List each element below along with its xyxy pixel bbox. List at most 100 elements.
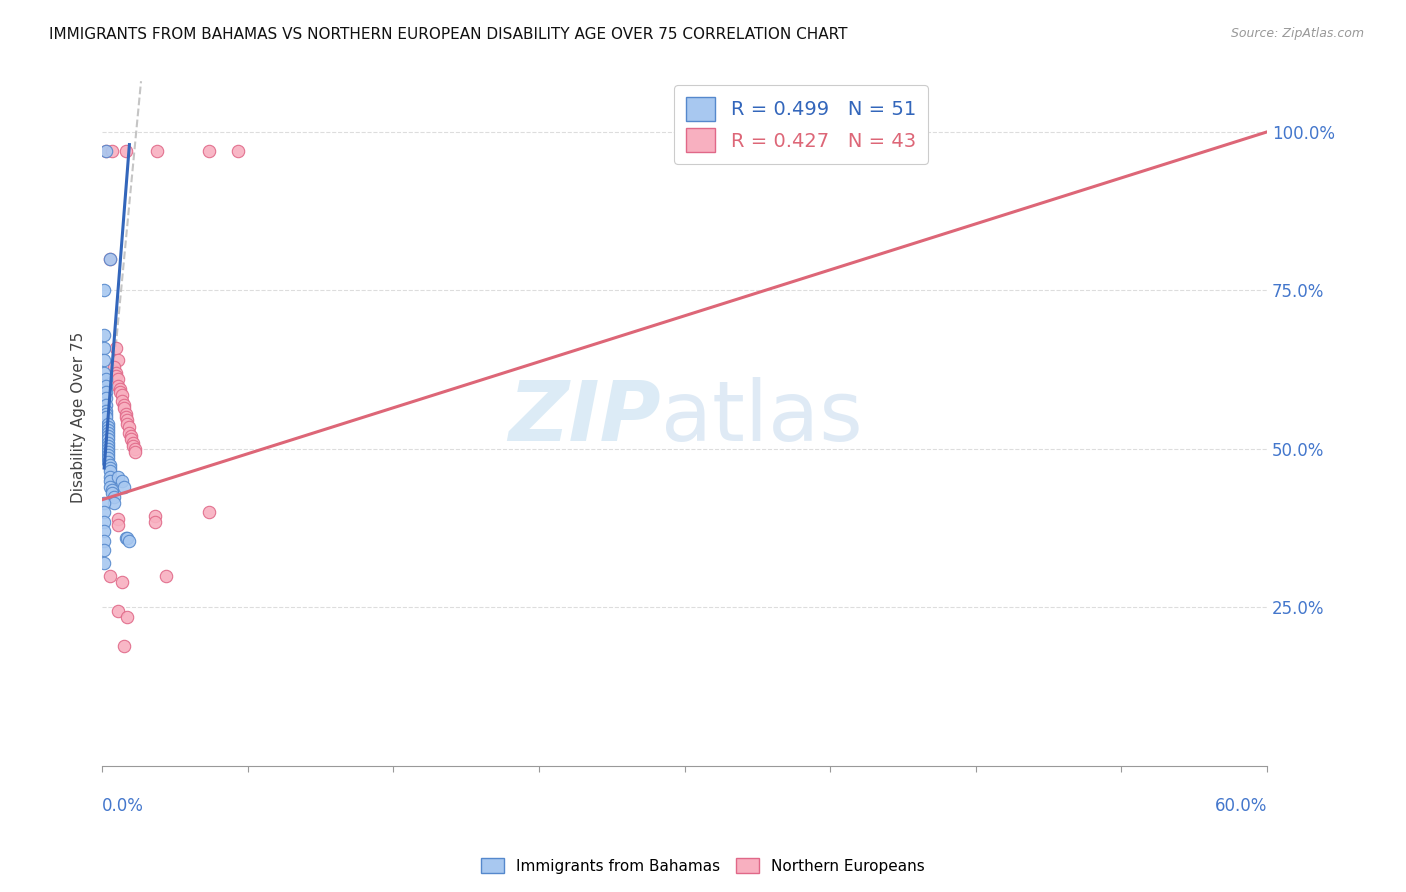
- Point: [98, 474, 121, 488]
- Point: [93, 327, 115, 342]
- Point: [98, 252, 121, 266]
- Point: [111, 394, 134, 409]
- Point: [97, 426, 120, 441]
- Point: [124, 445, 146, 459]
- Point: [94, 372, 117, 386]
- Point: [114, 531, 136, 545]
- Point: [107, 470, 129, 484]
- Point: [94, 144, 117, 158]
- Point: [143, 515, 166, 529]
- Point: [108, 382, 131, 396]
- Point: [93, 496, 115, 510]
- Point: [101, 486, 124, 500]
- Point: [107, 378, 129, 392]
- Point: [107, 372, 129, 386]
- Point: [94, 410, 117, 425]
- Point: [112, 398, 135, 412]
- Point: [94, 144, 117, 158]
- Point: [98, 480, 121, 494]
- Point: [93, 524, 115, 539]
- Point: [93, 556, 115, 570]
- Text: atlas: atlas: [661, 376, 863, 458]
- Point: [93, 353, 115, 368]
- Point: [114, 144, 136, 158]
- Point: [98, 470, 121, 484]
- Point: [198, 505, 221, 519]
- Point: [98, 464, 121, 478]
- Point: [97, 439, 120, 453]
- Point: [124, 442, 146, 456]
- Text: Source: ZipAtlas.com: Source: ZipAtlas.com: [1230, 27, 1364, 40]
- Point: [120, 429, 142, 443]
- Point: [112, 401, 135, 415]
- Point: [143, 508, 166, 523]
- Point: [117, 417, 139, 431]
- Text: 60.0%: 60.0%: [1215, 797, 1267, 814]
- Point: [97, 435, 120, 450]
- Point: [107, 518, 129, 533]
- Point: [122, 439, 145, 453]
- Point: [94, 398, 117, 412]
- Point: [93, 543, 115, 558]
- Point: [93, 341, 115, 355]
- Point: [155, 568, 177, 582]
- Point: [104, 369, 127, 384]
- Point: [97, 455, 120, 469]
- Point: [145, 144, 167, 158]
- Point: [97, 423, 120, 437]
- Point: [111, 575, 134, 590]
- Point: [97, 448, 120, 462]
- Point: [226, 144, 249, 158]
- Legend: Immigrants from Bahamas, Northern Europeans: Immigrants from Bahamas, Northern Europe…: [475, 852, 931, 880]
- Point: [98, 458, 121, 472]
- Point: [107, 604, 129, 618]
- Point: [103, 496, 125, 510]
- Point: [108, 384, 131, 399]
- Point: [94, 404, 117, 418]
- Point: [112, 639, 135, 653]
- Point: [97, 417, 120, 431]
- Point: [114, 410, 136, 425]
- Point: [97, 445, 120, 459]
- Point: [93, 284, 115, 298]
- Text: ZIP: ZIP: [509, 376, 661, 458]
- Point: [117, 610, 139, 624]
- Point: [107, 512, 129, 526]
- Point: [198, 144, 221, 158]
- Y-axis label: Disability Age Over 75: Disability Age Over 75: [72, 332, 86, 503]
- Point: [97, 419, 120, 434]
- Point: [98, 568, 121, 582]
- Point: [98, 252, 121, 266]
- Point: [118, 419, 141, 434]
- Point: [98, 461, 121, 475]
- Point: [120, 433, 142, 447]
- Point: [97, 429, 120, 443]
- Point: [118, 533, 141, 548]
- Point: [94, 384, 117, 399]
- Point: [101, 144, 124, 158]
- Point: [114, 407, 136, 421]
- Point: [117, 413, 139, 427]
- Point: [97, 451, 120, 466]
- Point: [122, 435, 145, 450]
- Point: [94, 407, 117, 421]
- Point: [97, 442, 120, 456]
- Point: [104, 341, 127, 355]
- Text: 0.0%: 0.0%: [103, 797, 143, 814]
- Point: [97, 433, 120, 447]
- Point: [93, 533, 115, 548]
- Point: [111, 474, 134, 488]
- Point: [94, 378, 117, 392]
- Point: [93, 515, 115, 529]
- Point: [118, 426, 141, 441]
- Point: [94, 391, 117, 405]
- Point: [103, 490, 125, 504]
- Point: [101, 483, 124, 498]
- Point: [103, 359, 125, 374]
- Point: [93, 505, 115, 519]
- Point: [107, 353, 129, 368]
- Point: [112, 480, 135, 494]
- Point: [117, 531, 139, 545]
- Point: [93, 366, 115, 380]
- Point: [104, 366, 127, 380]
